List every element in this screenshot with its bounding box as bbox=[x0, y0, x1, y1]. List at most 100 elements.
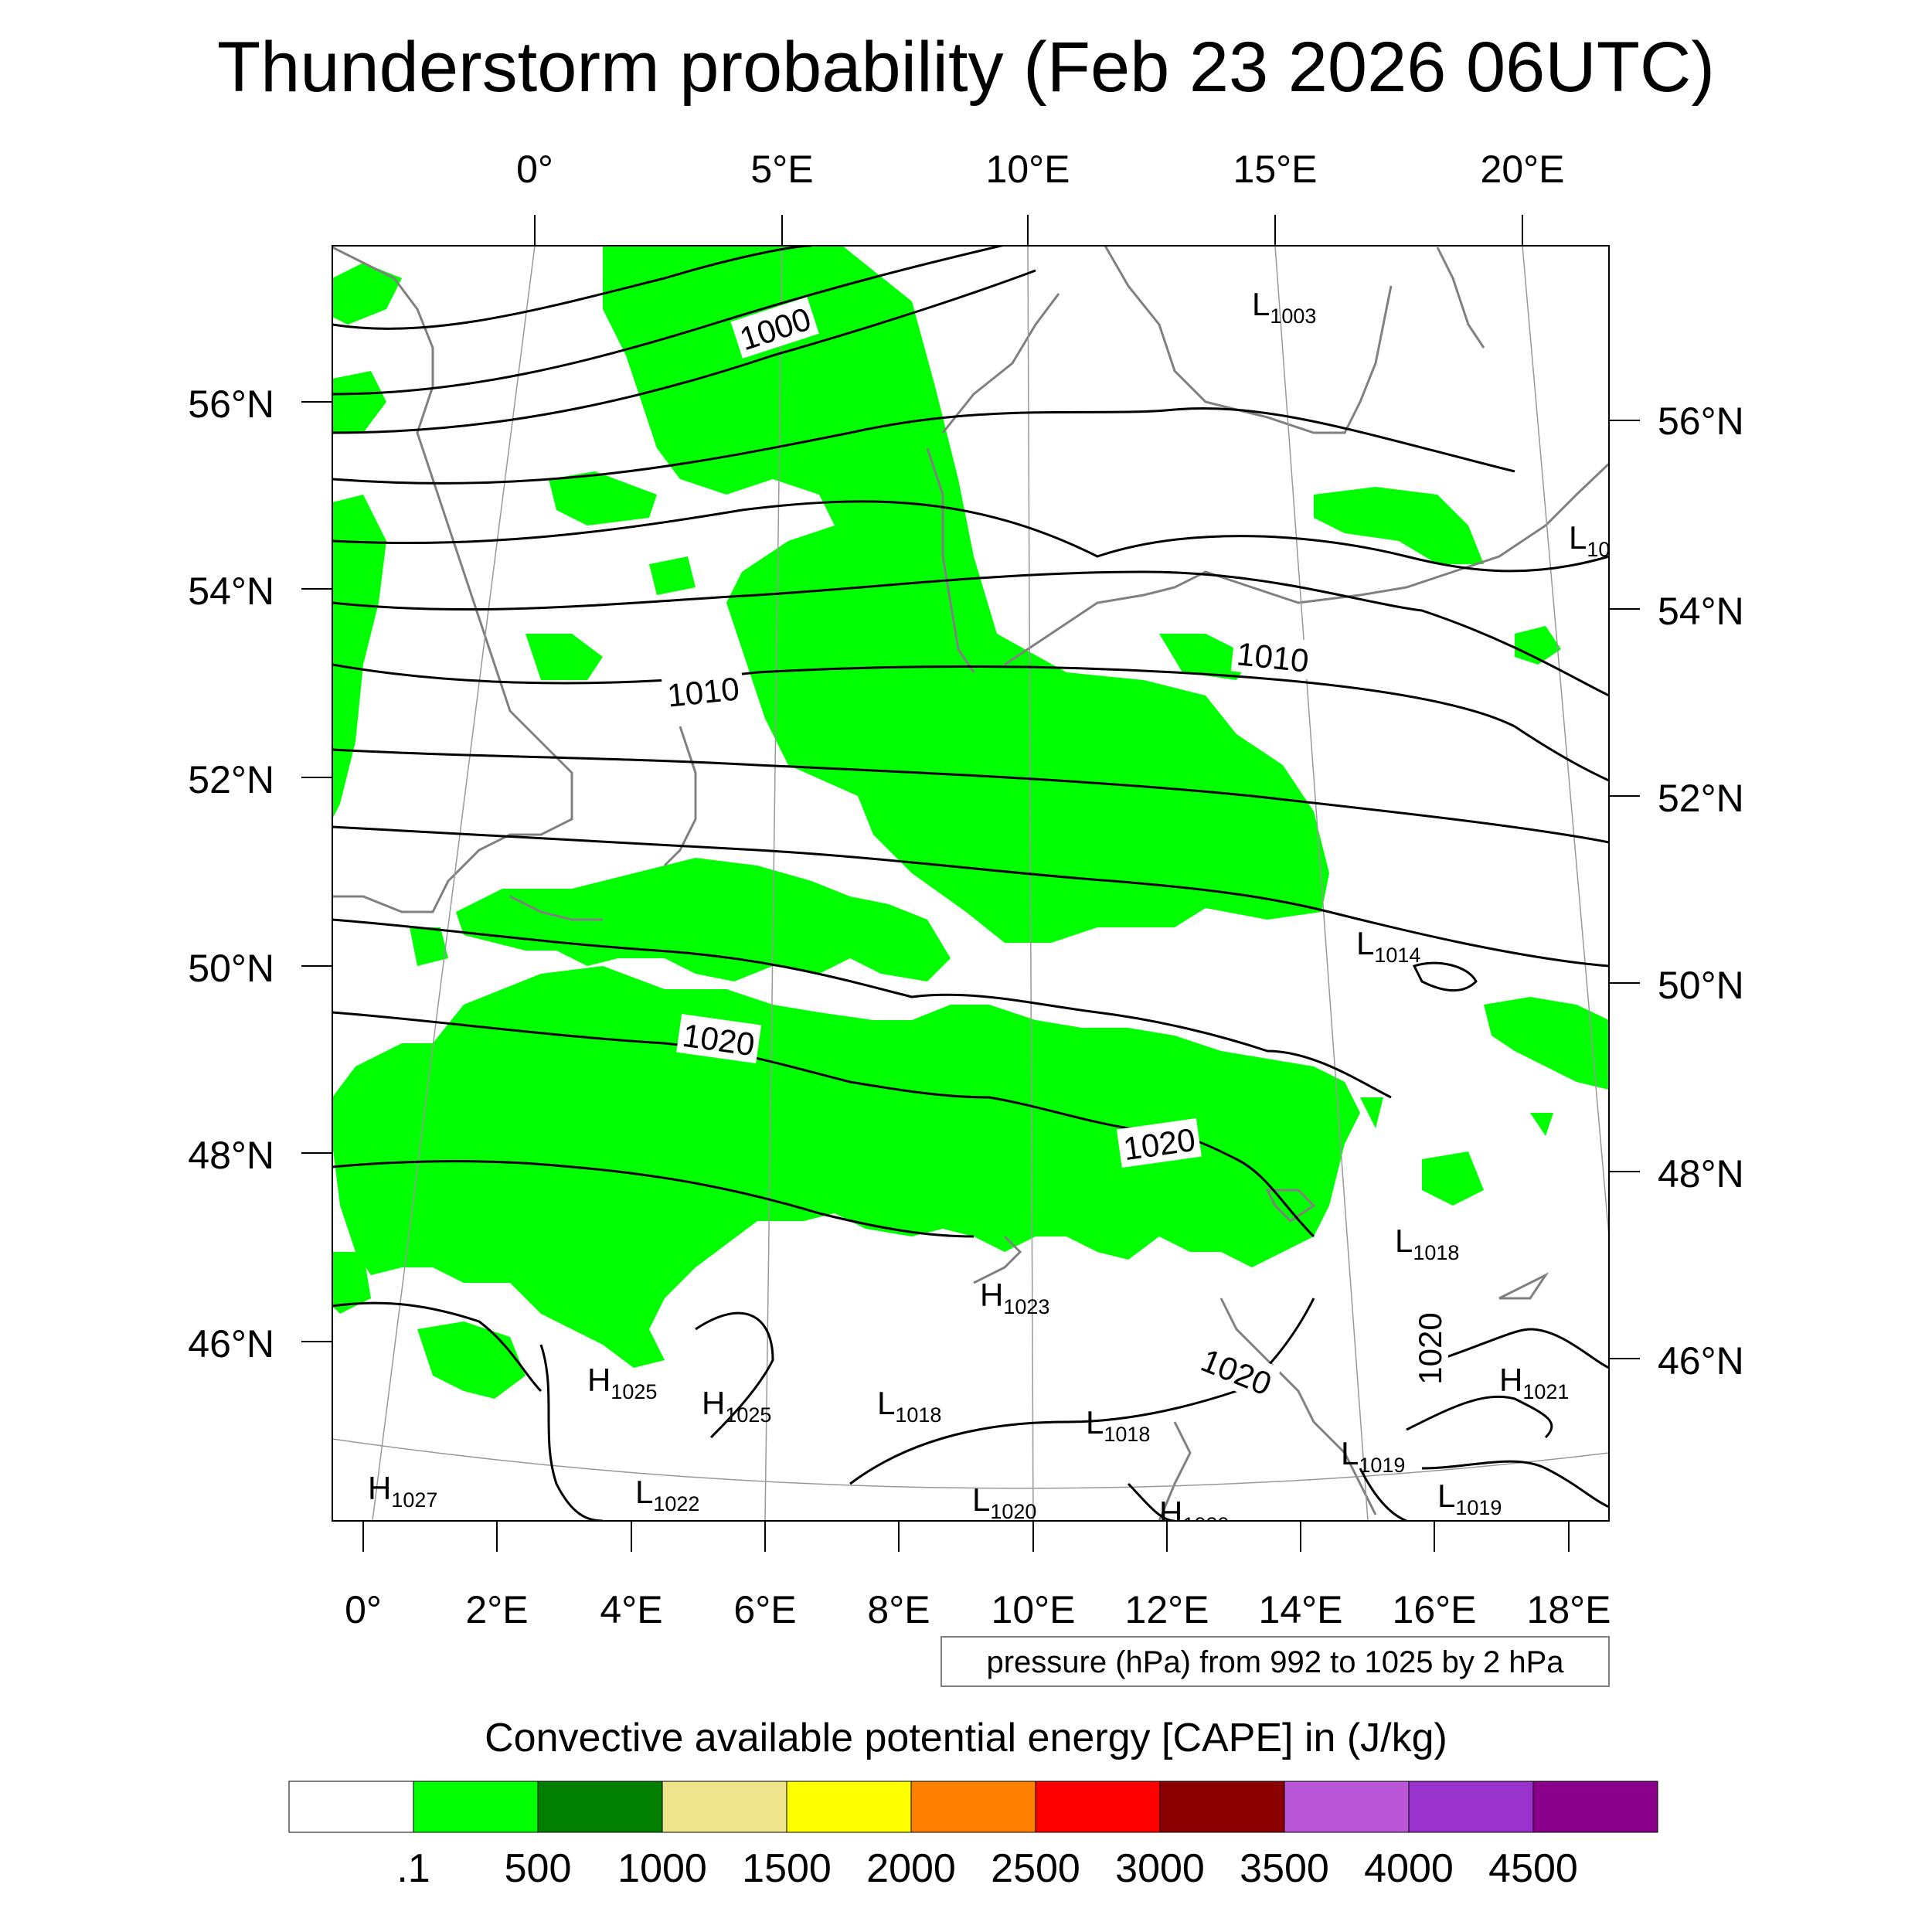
colorbar-tick-label: 3500 bbox=[1240, 1846, 1329, 1891]
isobar-labels: 1000 1010 1010 1020 1020 bbox=[661, 297, 1448, 1404]
coastline-channel bbox=[509, 895, 603, 921]
cape-patch bbox=[332, 1252, 371, 1314]
cape-patch bbox=[1530, 1113, 1553, 1136]
cape-patch bbox=[649, 556, 696, 595]
pressure-center: L1019 bbox=[1437, 1478, 1502, 1519]
bottom-lon-label: 4°E bbox=[600, 1588, 662, 1631]
left-latitude-labels: 56°N 54°N 52°N 50°N 48°N 46°N bbox=[188, 383, 274, 1366]
coastline-uk bbox=[332, 246, 573, 913]
pressure-center: H1023 bbox=[980, 1277, 1049, 1318]
left-lat-label: 54°N bbox=[188, 570, 274, 613]
isobar bbox=[695, 1311, 774, 1439]
bottom-lon-label: 10°E bbox=[992, 1588, 1076, 1631]
colorbar-swatch bbox=[786, 1781, 912, 1833]
isobar bbox=[1421, 1460, 1609, 1509]
coastline-baltic-south bbox=[1004, 462, 1609, 666]
isobar-label: 1020 bbox=[1412, 1312, 1448, 1384]
coastline-lake bbox=[1498, 1272, 1549, 1300]
pressure-center: L1020 bbox=[972, 1481, 1036, 1523]
coastline-italy bbox=[1158, 1421, 1192, 1521]
cape-patch bbox=[1515, 626, 1561, 665]
cape-region-north-sea bbox=[603, 246, 1329, 943]
colorbar-title: Convective available potential energy [C… bbox=[485, 1716, 1447, 1760]
right-lat-label: 50°N bbox=[1658, 964, 1744, 1007]
right-latitude-labels: 56°N 54°N 52°N 50°N 48°N 46°N bbox=[1658, 400, 1744, 1383]
cape-patch bbox=[526, 634, 603, 680]
pressure-center: L1014 bbox=[1356, 925, 1420, 967]
meridian-0 bbox=[372, 246, 536, 1521]
pressure-centers: L1003 L10 L1014 L1018 H1023 H1025 H1025 … bbox=[368, 286, 1609, 1536]
colorbar-tick-label: 1000 bbox=[617, 1846, 707, 1891]
isobar bbox=[1437, 1328, 1609, 1369]
pressure-center: H1027 bbox=[368, 1470, 437, 1512]
coastline-adriatic-east bbox=[1219, 1298, 1377, 1515]
cape-patch bbox=[417, 1321, 526, 1399]
coastlines bbox=[332, 246, 1609, 1521]
top-longitude-labels: 0° 5°E 10°E 15°E 20°E bbox=[516, 148, 1564, 191]
isobar bbox=[332, 269, 1036, 434]
cape-patch bbox=[549, 471, 657, 526]
colorbar-swatch bbox=[1159, 1781, 1285, 1833]
isobar-label: 1010 bbox=[665, 670, 741, 714]
isobar bbox=[332, 246, 1007, 396]
colorbar-swatch bbox=[1408, 1781, 1534, 1833]
top-lon-label: 20°E bbox=[1481, 148, 1565, 191]
bottom-lon-label: 6°E bbox=[733, 1588, 796, 1631]
colorbar-tick-label: 4000 bbox=[1364, 1846, 1454, 1891]
isobar bbox=[1406, 1395, 1553, 1439]
top-lon-label: 15°E bbox=[1233, 148, 1318, 191]
colorbar: Convective available potential energy [C… bbox=[288, 1716, 1658, 1891]
pressure-center: L1018 bbox=[1086, 1404, 1150, 1446]
cape-area bbox=[332, 246, 1609, 1399]
pressure-center: H1020 bbox=[1159, 1495, 1229, 1536]
isobar bbox=[332, 406, 1515, 485]
top-lon-label: 5°E bbox=[750, 148, 813, 191]
bottom-longitude-labels: 0° 2°E 4°E 6°E 8°E 10°E 12°E 14°E 16°E 1… bbox=[345, 1588, 1611, 1631]
pressure-center: L1018 bbox=[877, 1385, 941, 1427]
cape-patch bbox=[1360, 1097, 1383, 1128]
left-lat-label: 46°N bbox=[188, 1322, 274, 1366]
coastline-lake bbox=[973, 1235, 1022, 1284]
bottom-lon-label: 14°E bbox=[1259, 1588, 1343, 1631]
colorbar-tick-label: 500 bbox=[505, 1846, 572, 1891]
isobar bbox=[332, 918, 1392, 1099]
right-lat-label: 46°N bbox=[1658, 1339, 1744, 1383]
coastline-lake-balaton bbox=[1265, 1189, 1316, 1223]
pressure-center: L1018 bbox=[1395, 1223, 1459, 1264]
isobar-label: 1010 bbox=[1235, 635, 1311, 679]
bottom-lon-label: 16°E bbox=[1393, 1588, 1477, 1631]
coastline-gulf bbox=[1436, 247, 1485, 349]
cape-region-west-coast bbox=[332, 495, 386, 819]
meridian-10e bbox=[1027, 246, 1034, 1521]
meridian-15e bbox=[1274, 246, 1369, 1521]
colorbar-swatch bbox=[1284, 1781, 1410, 1833]
coastline-sweden bbox=[1104, 246, 1393, 434]
colorbar-tick-label: 2500 bbox=[991, 1846, 1080, 1891]
right-lat-label: 56°N bbox=[1658, 400, 1744, 443]
contour-info-text: pressure (hPa) from 992 to 1025 by 2 hPa bbox=[986, 1645, 1564, 1679]
bottom-lon-label: 18°E bbox=[1527, 1588, 1611, 1631]
isobar bbox=[332, 825, 1609, 968]
cape-region-channel bbox=[456, 858, 951, 981]
meridian-20e bbox=[1522, 246, 1609, 1237]
left-lat-label: 56°N bbox=[188, 383, 274, 426]
cape-patch bbox=[332, 371, 386, 433]
left-lat-label: 52°N bbox=[188, 758, 274, 801]
colorbar-swatch bbox=[662, 1781, 787, 1833]
pressure-center: L1003 bbox=[1252, 286, 1316, 328]
isobar bbox=[332, 246, 812, 330]
pressure-center: H1025 bbox=[702, 1385, 771, 1427]
map-frame bbox=[332, 245, 1610, 1522]
colorbar-swatch bbox=[1035, 1781, 1161, 1833]
coastline-norway bbox=[941, 293, 1060, 434]
cape-region-baltic bbox=[1314, 487, 1484, 564]
left-lat-label: 48°N bbox=[188, 1134, 274, 1177]
isobar bbox=[332, 500, 1609, 573]
bottom-lon-label: 12°E bbox=[1125, 1588, 1209, 1631]
cape-region-east bbox=[1484, 997, 1609, 1090]
colorbar-tick-label: .1 bbox=[396, 1846, 430, 1891]
colorbar-tick-labels: .1 500 1000 1500 2000 2500 3000 3500 4000 4500 bbox=[396, 1846, 1578, 1891]
isobar bbox=[332, 748, 1609, 844]
graticule bbox=[332, 246, 1609, 1521]
bottom-lon-label: 2°E bbox=[465, 1588, 528, 1631]
